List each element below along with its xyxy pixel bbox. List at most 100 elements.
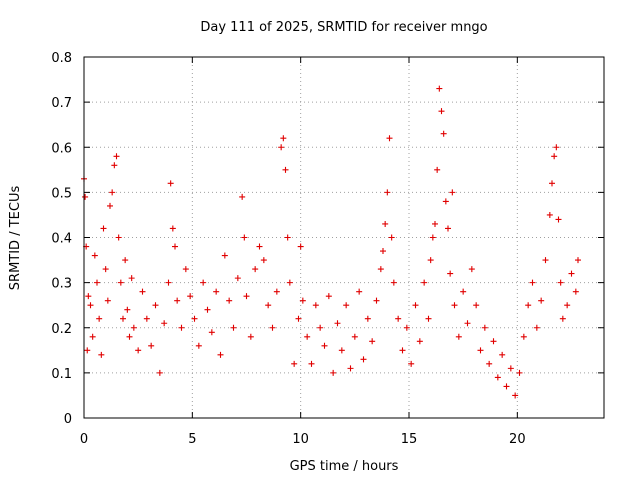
data-point xyxy=(139,288,146,295)
data-point xyxy=(98,351,105,358)
data-point xyxy=(520,333,527,340)
data-point xyxy=(416,338,423,345)
data-point xyxy=(172,243,178,250)
data-point xyxy=(338,347,345,354)
data-point xyxy=(555,216,562,223)
data-point xyxy=(455,333,462,340)
data-point xyxy=(167,180,174,187)
data-point xyxy=(559,315,566,322)
data-point xyxy=(284,234,291,241)
data-point xyxy=(269,324,276,331)
data-point xyxy=(128,275,135,282)
data-point xyxy=(126,333,133,340)
data-point xyxy=(429,234,436,241)
data-point xyxy=(120,315,126,322)
data-point xyxy=(388,234,395,241)
data-point xyxy=(178,324,185,331)
data-point xyxy=(529,279,536,286)
y-tick-label: 0.7 xyxy=(51,96,72,111)
data-point xyxy=(557,279,564,286)
data-point xyxy=(403,324,410,331)
y-tick-label: 0.3 xyxy=(51,277,72,292)
data-point xyxy=(421,279,428,286)
data-point xyxy=(568,270,575,277)
data-point xyxy=(553,144,560,151)
data-point xyxy=(148,342,155,349)
data-point xyxy=(161,320,168,327)
y-tick-label: 0.4 xyxy=(51,232,72,247)
data-point xyxy=(412,302,419,309)
data-point xyxy=(382,220,389,227)
data-point xyxy=(304,333,311,340)
data-point xyxy=(117,279,124,286)
data-point xyxy=(427,257,434,264)
data-point xyxy=(386,135,393,142)
data-point xyxy=(291,360,298,367)
data-point xyxy=(282,166,289,173)
data-point xyxy=(575,257,581,264)
data-point xyxy=(438,108,445,115)
data-point xyxy=(564,302,571,309)
data-point xyxy=(449,189,456,196)
y-tick-label: 0.8 xyxy=(51,51,72,66)
data-point xyxy=(94,279,100,286)
data-point xyxy=(109,189,116,196)
y-tick-label: 0.6 xyxy=(51,141,72,156)
data-point xyxy=(217,351,224,358)
y-tick-label: 0.5 xyxy=(51,186,72,201)
data-point xyxy=(165,279,172,286)
data-point xyxy=(351,333,358,340)
tick-labels: 0 0.1 0.2 0.3 0.4 0.5 0.6 0.7 0.8 0 5 10 15 20 xyxy=(51,51,525,447)
data-point xyxy=(507,365,514,372)
x-tick-label: 5 xyxy=(188,432,196,447)
data-point xyxy=(195,342,202,349)
data-point xyxy=(87,302,94,309)
data-point xyxy=(434,166,441,173)
data-point xyxy=(156,369,163,376)
grid-lines xyxy=(84,57,604,418)
data-point xyxy=(286,279,293,286)
data-point xyxy=(380,248,386,255)
data-point xyxy=(432,220,438,227)
data-point xyxy=(373,297,380,304)
data-point xyxy=(551,153,558,160)
data-point xyxy=(377,266,384,273)
data-point xyxy=(89,333,96,340)
data-point xyxy=(321,342,328,349)
data-point xyxy=(265,302,272,309)
data-point xyxy=(122,257,129,264)
data-point xyxy=(113,153,120,160)
data-point xyxy=(308,360,315,367)
y-axis-label: SRMTID / TECUs xyxy=(8,186,23,291)
data-point xyxy=(84,347,91,354)
data-point xyxy=(425,315,432,322)
data-point xyxy=(252,266,259,273)
data-point xyxy=(260,257,267,264)
data-point xyxy=(486,360,493,367)
data-point xyxy=(481,324,488,331)
data-point xyxy=(347,365,354,372)
data-point xyxy=(295,315,302,322)
data-point xyxy=(273,288,280,295)
data-point xyxy=(436,85,443,92)
data-point xyxy=(213,288,220,295)
data-point xyxy=(208,329,215,336)
data-point xyxy=(460,288,467,295)
data-point xyxy=(330,369,337,376)
data-point xyxy=(451,302,458,309)
data-point xyxy=(115,234,122,241)
data-point xyxy=(343,302,350,309)
data-point xyxy=(104,297,111,304)
data-point xyxy=(477,347,484,354)
data-point xyxy=(542,257,549,264)
data-point xyxy=(241,234,248,241)
data-point xyxy=(239,193,246,200)
data-point xyxy=(111,162,118,169)
data-point xyxy=(549,180,555,187)
data-point xyxy=(364,315,371,322)
data-points xyxy=(81,85,581,399)
data-point xyxy=(230,324,237,331)
chart-title: Day 111 of 2025, SRMTID for receiver mng… xyxy=(200,20,487,35)
data-point xyxy=(135,347,142,354)
data-point xyxy=(447,270,454,277)
